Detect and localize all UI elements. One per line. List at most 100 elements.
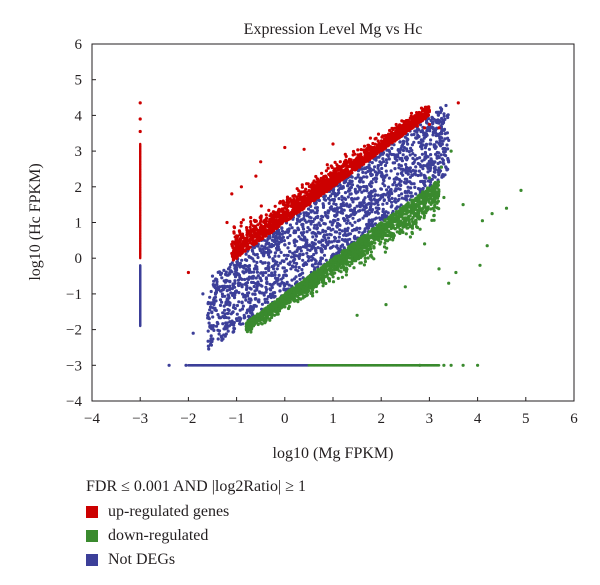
point-not-degs: [301, 252, 305, 256]
point-not-degs: [275, 267, 279, 271]
point-not-degs: [314, 251, 318, 255]
point-not-degs: [209, 289, 213, 294]
point-down-regulated: [249, 330, 253, 334]
point-not-degs: [333, 191, 337, 195]
point-not-degs: [225, 289, 229, 293]
point-not-degs: [308, 244, 312, 248]
point-down-regulated: [287, 289, 291, 293]
point-down-regulated: [417, 207, 422, 212]
point-not-degs: [376, 166, 380, 170]
point-not-degs: [430, 121, 435, 125]
point-not-degs: [370, 181, 374, 185]
point-not-degs: [370, 161, 374, 165]
point-not-degs: [217, 270, 222, 274]
point-not-degs: [423, 184, 427, 188]
point-not-degs: [402, 141, 406, 145]
point-not-degs: [273, 270, 277, 274]
point-up-regulated-genes: [371, 141, 375, 146]
point-not-degs: [371, 177, 376, 181]
point-not-degs: [206, 344, 210, 348]
point-not-degs: [418, 162, 422, 167]
point-not-degs: [268, 234, 272, 238]
point-not-degs: [399, 179, 403, 183]
point-not-degs: [443, 137, 447, 141]
point-down-regulated: [251, 318, 255, 322]
point-not-degs: [267, 273, 271, 277]
point-not-degs: [361, 231, 365, 235]
point-not-degs: [342, 246, 346, 250]
point-down-regulated: [389, 232, 393, 236]
point-not-degs: [370, 202, 374, 206]
point-down-regulated: [383, 233, 387, 237]
point-not-degs: [235, 312, 239, 316]
point-down-regulated: [334, 263, 338, 267]
point-down-regulated: [371, 236, 375, 240]
point-not-degs: [357, 230, 361, 234]
point-not-degs: [305, 238, 309, 242]
point-not-degs: [431, 162, 435, 167]
point-not-degs: [411, 168, 415, 172]
point-not-degs: [218, 285, 222, 289]
point-not-degs: [333, 194, 337, 198]
point-not-degs: [226, 311, 230, 315]
point-not-degs: [215, 278, 219, 282]
point-not-degs: [411, 152, 415, 156]
point-down-regulated: [427, 176, 431, 180]
point-down-regulated: [340, 275, 344, 279]
point-not-degs: [229, 322, 234, 326]
point-down-regulated: [354, 254, 359, 258]
point-not-degs: [276, 282, 280, 286]
point-down-regulated: [414, 218, 418, 222]
point-not-degs: [424, 142, 429, 146]
point-not-degs: [365, 175, 369, 179]
point-down-regulated: [337, 269, 341, 273]
point-down-regulated: [344, 273, 348, 277]
point-down-regulated: [267, 311, 272, 315]
point-not-degs: [264, 285, 268, 289]
point-not-degs: [262, 245, 267, 249]
point-down-regulated: [363, 253, 367, 257]
point-not-degs: [315, 208, 319, 213]
point-not-degs: [393, 199, 397, 203]
point-not-degs: [223, 308, 227, 312]
point-not-degs: [245, 277, 250, 281]
point-down-regulated: [402, 216, 406, 220]
point-not-degs: [255, 267, 259, 271]
point-up-regulated-genes: [333, 160, 337, 164]
point-down-regulated: [312, 285, 316, 289]
point-not-degs: [387, 157, 391, 161]
point-not-degs: [301, 245, 305, 249]
point-not-degs: [260, 302, 264, 306]
point-not-degs: [444, 165, 448, 169]
point-not-degs: [234, 317, 239, 321]
point-not-degs: [333, 214, 337, 218]
point-not-degs: [387, 176, 391, 180]
point-not-degs: [241, 292, 245, 296]
point-not-degs: [302, 263, 306, 268]
point-not-degs: [402, 146, 406, 150]
point-down-regulated: [407, 222, 412, 226]
point-down-regulated: [386, 221, 390, 225]
point-not-degs: [207, 347, 211, 351]
point-not-degs: [273, 280, 277, 284]
point-down-regulated: [315, 282, 319, 286]
point-down-regulated: [389, 214, 393, 218]
point-not-degs: [312, 252, 316, 257]
point-not-degs: [292, 277, 296, 281]
point-not-degs: [306, 226, 310, 230]
point-not-degs: [273, 276, 278, 280]
point-down-regulated: [490, 212, 494, 216]
point-down-regulated: [324, 281, 328, 286]
point-not-degs: [360, 167, 364, 171]
point-not-degs: [259, 283, 263, 287]
point-down-regulated: [265, 306, 269, 311]
point-not-degs: [213, 292, 218, 296]
point-not-degs: [241, 270, 245, 274]
point-not-degs: [442, 128, 446, 132]
point-not-degs: [234, 269, 238, 273]
point-not-degs: [373, 198, 377, 202]
point-not-degs: [308, 248, 312, 252]
point-down-regulated: [326, 261, 330, 265]
point-not-degs: [184, 363, 188, 367]
point-down-regulated: [362, 246, 366, 250]
